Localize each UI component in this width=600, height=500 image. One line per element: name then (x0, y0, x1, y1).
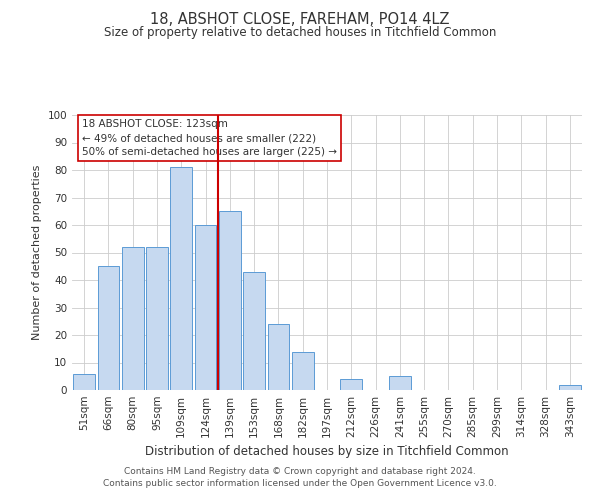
Bar (170, 167, 192, 390)
Text: Contains HM Land Registry data © Crown copyright and database right 2024.
Contai: Contains HM Land Registry data © Crown c… (103, 466, 497, 487)
Bar (292, 352, 314, 390)
Bar (268, 324, 289, 390)
Bar (194, 225, 217, 390)
Bar (243, 272, 265, 390)
Bar (122, 247, 143, 390)
Bar (340, 379, 362, 390)
Text: Size of property relative to detached houses in Titchfield Common: Size of property relative to detached ho… (104, 26, 496, 39)
Bar (559, 384, 581, 390)
Text: 18 ABSHOT CLOSE: 123sqm
← 49% of detached houses are smaller (222)
50% of semi-d: 18 ABSHOT CLOSE: 123sqm ← 49% of detache… (82, 119, 337, 157)
Bar (219, 211, 241, 390)
X-axis label: Distribution of detached houses by size in Titchfield Common: Distribution of detached houses by size … (145, 446, 509, 458)
Text: 18, ABSHOT CLOSE, FAREHAM, PO14 4LZ: 18, ABSHOT CLOSE, FAREHAM, PO14 4LZ (150, 12, 450, 28)
Bar (97, 266, 119, 390)
Bar (73, 374, 95, 390)
Y-axis label: Number of detached properties: Number of detached properties (32, 165, 42, 340)
Bar (146, 247, 168, 390)
Bar (389, 376, 411, 390)
